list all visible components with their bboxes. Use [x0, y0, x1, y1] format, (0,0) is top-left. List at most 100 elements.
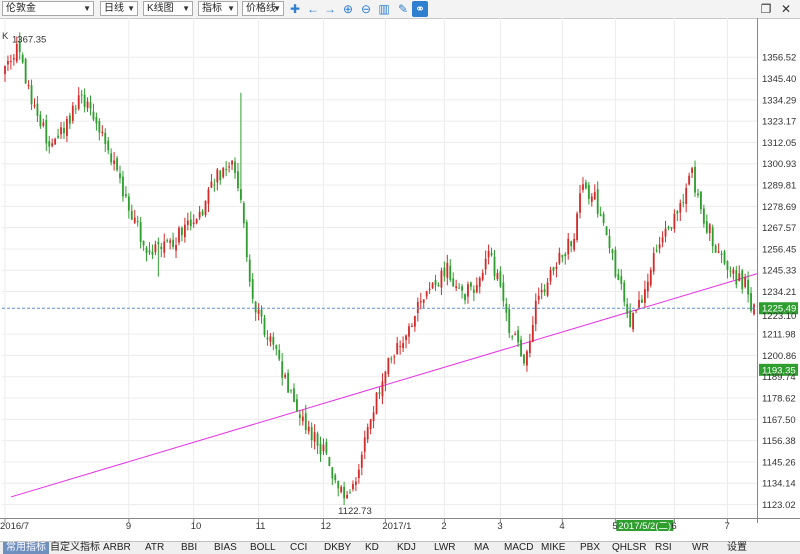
candle-body [472, 289, 475, 293]
candle-body [561, 255, 564, 258]
candle-body [537, 295, 540, 300]
close-icon[interactable]: ✕ [780, 2, 792, 16]
candle-body [331, 467, 334, 479]
period-select[interactable]: 日线 ▼ [100, 1, 138, 16]
tab-wr[interactable]: WR [692, 542, 709, 553]
candle-body [593, 192, 596, 200]
candle-body [455, 286, 458, 289]
last-price-badge [759, 302, 798, 315]
candle-body [390, 358, 393, 360]
candle-body [717, 251, 720, 253]
candle-body [723, 251, 726, 264]
candle-body [531, 324, 534, 342]
candle-body [673, 213, 676, 229]
candle-body [257, 309, 260, 314]
candle-body [741, 270, 744, 290]
chart-type-select[interactable]: K线图 ▼ [143, 1, 193, 16]
price-tick-label: 1167.50 [762, 415, 796, 426]
tab-常用指标[interactable]: 常用指标 [3, 542, 49, 554]
tab-lwr[interactable]: LWR [434, 542, 456, 553]
candle-body [157, 241, 160, 245]
corner-label: K [2, 31, 9, 42]
candle-body [434, 280, 437, 286]
candle-body [629, 310, 632, 327]
tab-rsi[interactable]: RSI [655, 542, 672, 553]
candle-body [437, 285, 440, 287]
candle-body [726, 261, 729, 271]
marker-price-badge [759, 363, 798, 376]
tab-ma[interactable]: MA [474, 542, 489, 553]
candle-body [207, 189, 210, 204]
zoom-in-icon[interactable]: ⊕ [342, 2, 354, 16]
candle-body [101, 131, 104, 134]
candle-body [408, 326, 410, 337]
tab-cci[interactable]: CCI [290, 542, 308, 553]
arrow-right-icon[interactable]: → [324, 2, 336, 16]
tab-bbi[interactable]: BBI [181, 542, 198, 553]
candle-body [74, 108, 77, 110]
tab-kd[interactable]: KD [365, 542, 379, 553]
chevron-down-icon: ▼ [127, 4, 135, 13]
candle-body [402, 343, 405, 349]
price-tick-label: 1145.26 [762, 457, 796, 468]
candle-body [582, 184, 584, 190]
marker-price-label: 1193.35 [762, 365, 796, 376]
bar-chart-icon[interactable]: ▥ [378, 2, 390, 16]
candle-body [523, 354, 525, 364]
price-line-select[interactable]: 价格线 ▼ [242, 1, 284, 16]
candle-body [95, 117, 98, 124]
candle-body [293, 388, 295, 402]
tab-qhlsr[interactable]: QHLSR [612, 542, 647, 553]
candle-body [228, 166, 231, 168]
tab-boll[interactable]: BOLL [250, 542, 276, 553]
date-tick-label: 4 [559, 521, 564, 532]
candle-body [124, 194, 127, 197]
candle-body [290, 389, 292, 391]
candle-body [92, 111, 95, 120]
tab-macd[interactable]: MACD [504, 542, 534, 553]
candle-body [110, 153, 113, 163]
candle-body [664, 228, 667, 237]
date-tick-label: 3 [497, 521, 502, 532]
date-tick-label: 5 [612, 521, 617, 532]
candle-body [372, 412, 375, 422]
candle-body [599, 214, 602, 216]
candle-body [198, 211, 201, 218]
crosshair-icon[interactable]: ✚ [289, 2, 301, 16]
candle-body [452, 278, 455, 287]
indicator-select[interactable]: 指标 ▼ [198, 1, 238, 16]
price-line-select-value: 价格线 [246, 3, 276, 14]
candle-body [86, 101, 89, 108]
arrow-left-icon[interactable]: ← [307, 2, 319, 16]
support-trendline[interactable] [10, 273, 758, 498]
tab-dkby[interactable]: DKBY [324, 542, 352, 553]
tab-自定义指标[interactable]: 自定义指标 [50, 542, 100, 553]
pencil-icon[interactable]: ✎ [397, 2, 409, 16]
tab-bias[interactable]: BIAS [214, 542, 237, 553]
price-tick-label: 1178.62 [762, 394, 796, 405]
candle-body [116, 158, 118, 170]
date-tick-label: 9 [126, 521, 131, 532]
tab-mike[interactable]: MIKE [541, 542, 566, 553]
candle-body [540, 290, 543, 293]
tab-arbr[interactable]: ARBR [103, 542, 131, 553]
window-restore-icon[interactable]: ❐ [760, 2, 772, 16]
candle-body [349, 492, 351, 494]
tab-pbx[interactable]: PBX [580, 542, 601, 553]
candle-body [487, 251, 490, 258]
tab-atr[interactable]: ATR [145, 542, 165, 553]
candle-body [620, 276, 623, 284]
candle-body [204, 200, 207, 216]
link-icon[interactable]: ⚭ [412, 1, 428, 17]
tab-设置[interactable]: 设置 [727, 542, 747, 553]
candle-body [614, 250, 617, 277]
tab-kdj[interactable]: KDJ [397, 542, 416, 553]
price-axis: 1356.52 1345.40 1334.29 1323.17 1312.05 1300.… [757, 18, 796, 523]
candle-body [425, 291, 428, 297]
symbol-select[interactable]: 伦敦金 ▼ [2, 1, 94, 16]
candle-body [310, 426, 313, 441]
candle-body [178, 227, 180, 243]
zoom-out-icon[interactable]: ⊖ [360, 2, 372, 16]
candle-body [186, 220, 189, 225]
